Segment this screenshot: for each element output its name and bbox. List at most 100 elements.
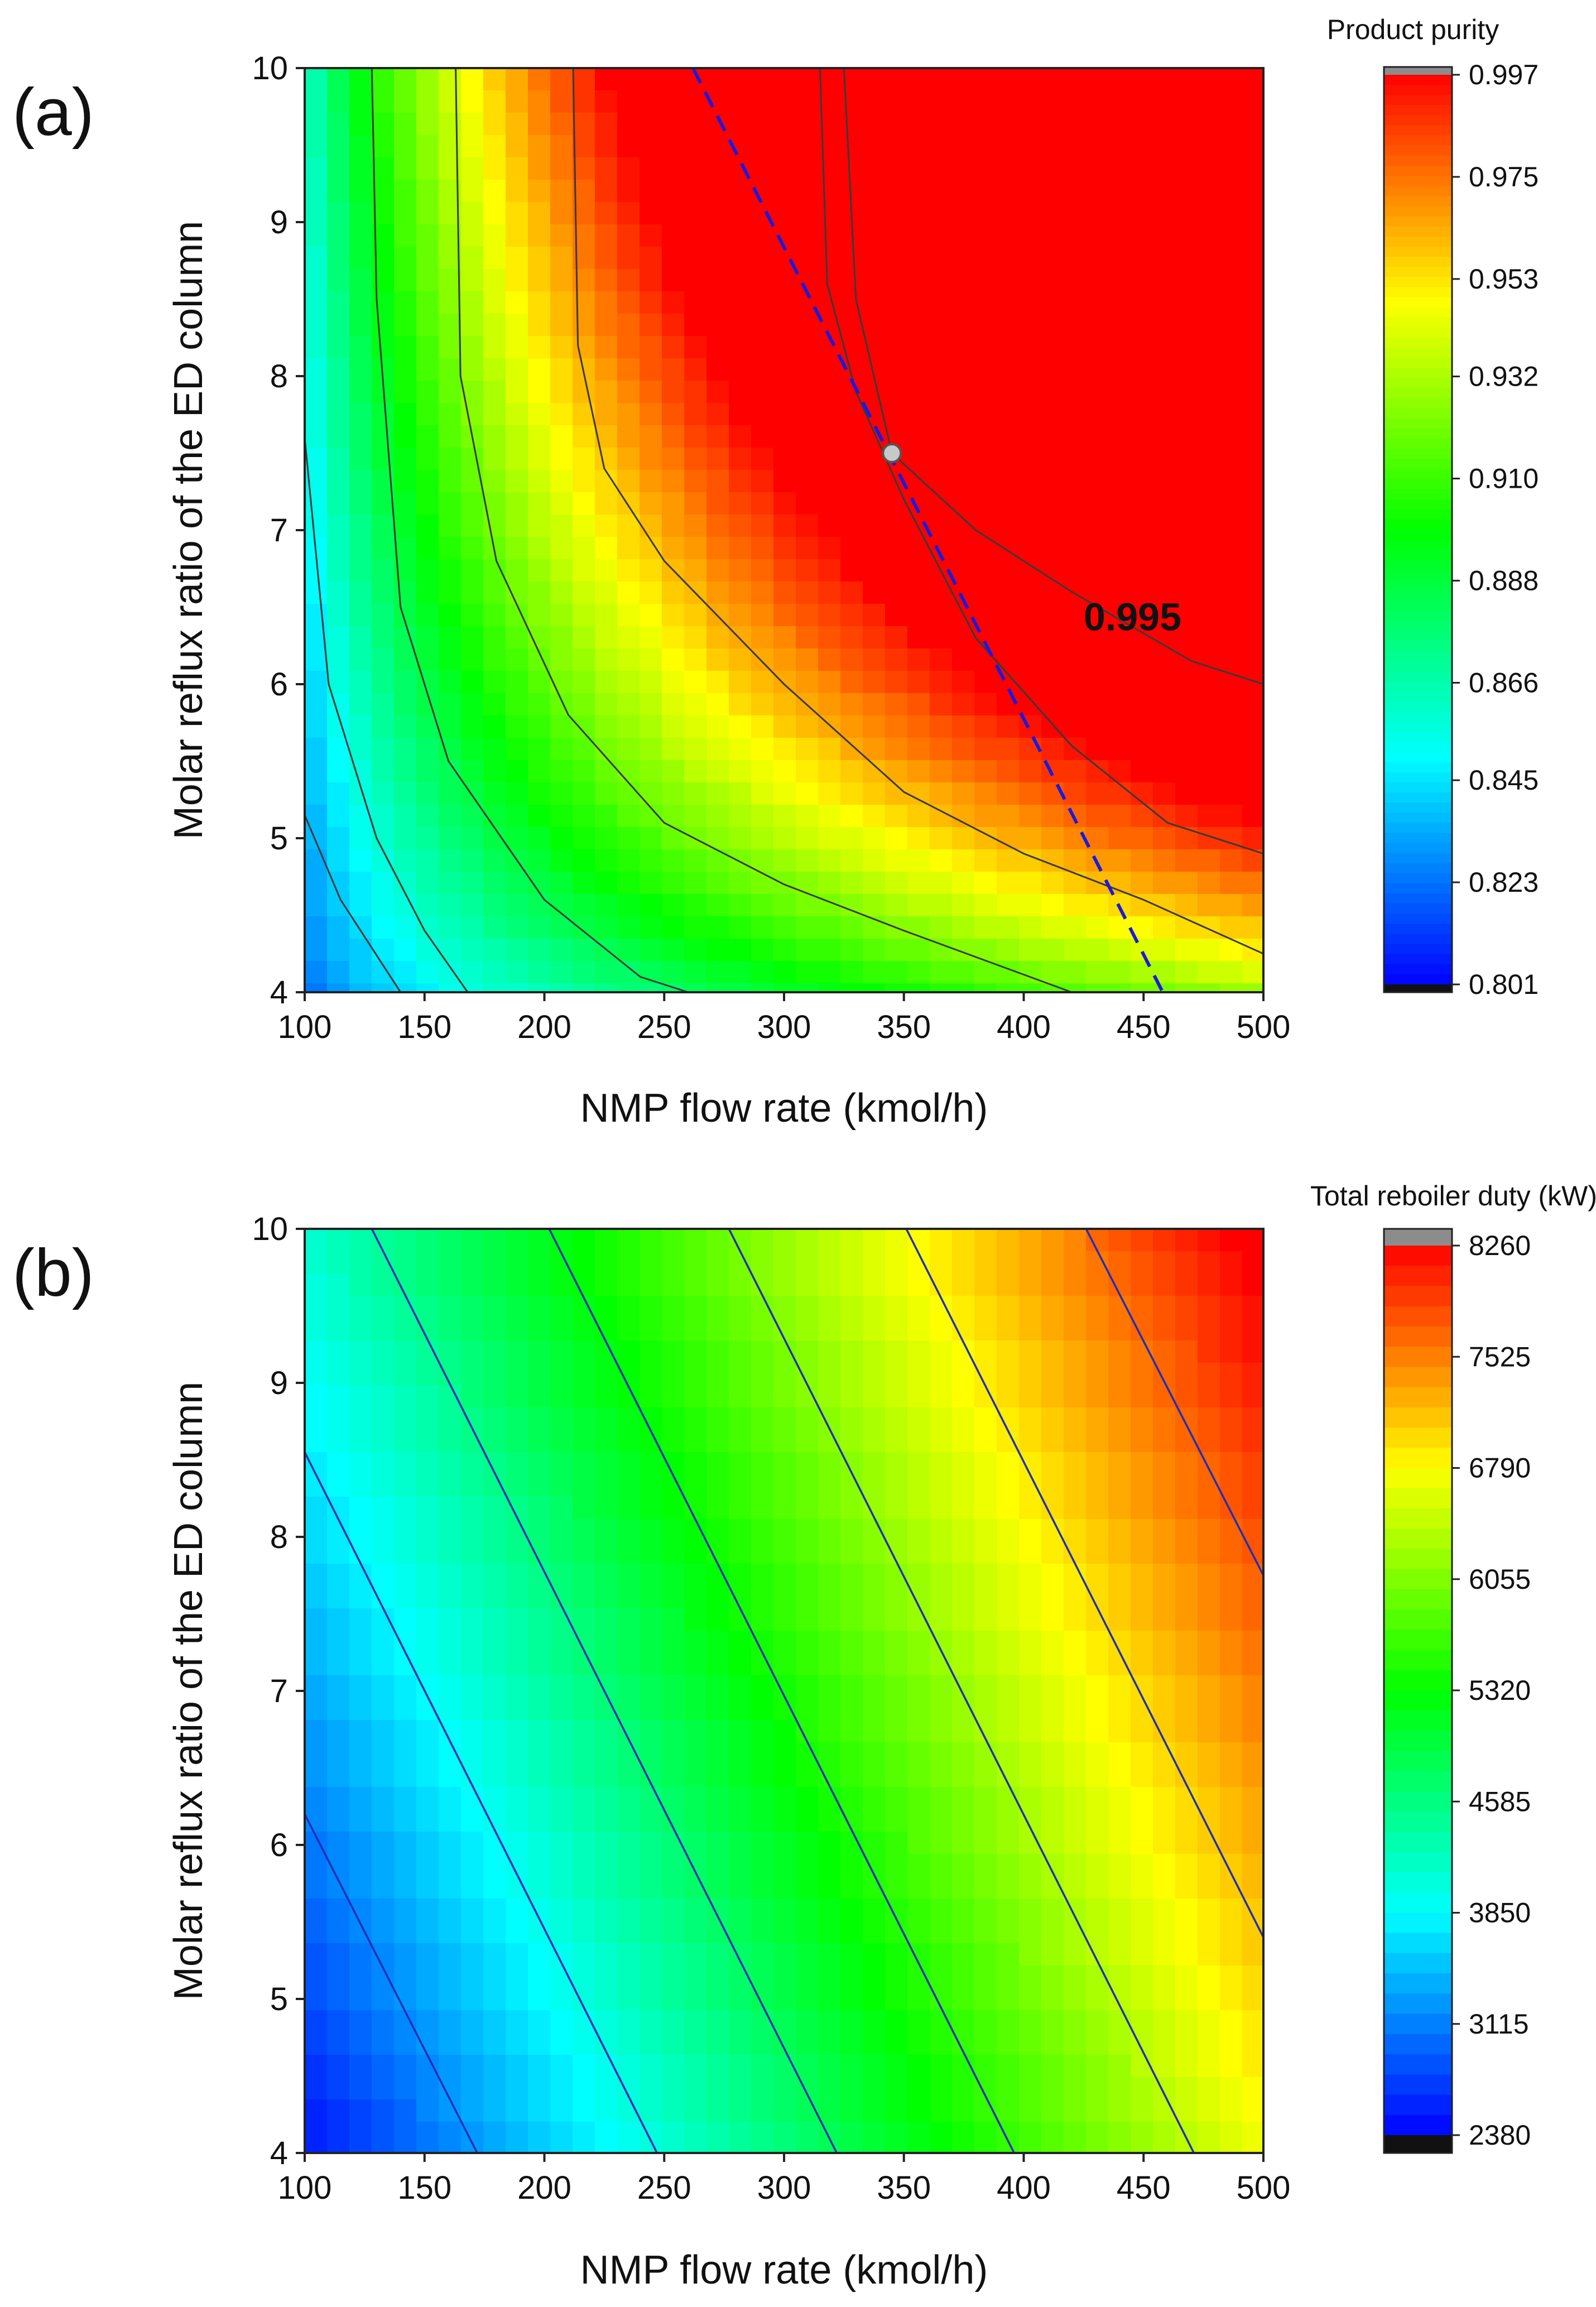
panel-b-contour-cell	[1041, 1229, 1064, 1252]
panel-b-contour-cell	[840, 1765, 863, 1787]
panel-b-contour-cell	[394, 1720, 417, 1743]
panel-a-contour-cell	[483, 470, 506, 493]
panel-b-contour-cell	[640, 1653, 662, 1676]
panel-b-contour-cell	[706, 1519, 729, 1542]
panel-b-contour-cell	[930, 1675, 953, 1698]
panel-b-contour-cell	[617, 1965, 640, 1988]
panel-a-contour-cell	[1131, 581, 1153, 604]
panel-b-contour-cell	[1242, 1943, 1263, 1966]
panel-a-contour-cell	[595, 314, 618, 337]
panel-a-contour-cell	[1220, 358, 1243, 381]
panel-b-contour-cell	[461, 1809, 484, 1832]
panel-b-contour-cell	[461, 1519, 484, 1542]
panel-b-contour-cell	[461, 2077, 484, 2100]
panel-b-contour-cell	[305, 1363, 328, 1386]
panel-b-contour-cell	[952, 1809, 975, 1832]
panel-a-contour-cell	[706, 849, 729, 872]
panel-b-contour-cell	[550, 1631, 573, 1654]
panel-a-contour-cell	[684, 157, 707, 180]
panel-a-contour-cell	[1131, 247, 1153, 270]
panel-a-contour-cell	[617, 693, 640, 716]
panel-a-contour-cell	[706, 872, 729, 895]
panel-b-contour-cell	[997, 1363, 1020, 1386]
panel-a-colorbar-frame	[1383, 66, 1453, 993]
panel-b-contour-cell	[439, 1273, 462, 1296]
panel-b-contour-cell	[1019, 1653, 1042, 1676]
panel-a-contour-cell	[550, 358, 573, 381]
panel-b-contour-cell	[751, 1519, 774, 1542]
panel-b-contour-cell	[372, 2032, 395, 2055]
panel-a-contour-cell	[1242, 559, 1263, 582]
panel-b-contour-cell	[818, 2099, 841, 2122]
panel-a-contour-cell	[907, 381, 930, 403]
panel-a-contour-cell	[1242, 358, 1263, 381]
panel-a-contour-cell	[751, 336, 774, 359]
panel-b-contour-cell	[684, 1497, 707, 1520]
panel-a-contour-cell	[1153, 537, 1176, 560]
panel-b-contour-cell	[372, 1430, 395, 1453]
panel-b-contour-cell	[818, 1251, 841, 1274]
panel-b-contour-cell	[528, 2099, 551, 2122]
panel-a-contour-cell	[617, 760, 640, 783]
panel-b-contour-cell	[595, 1720, 618, 1743]
panel-a-contour-cell	[1086, 336, 1109, 359]
panel-b-contour-cell	[305, 2077, 328, 2100]
panel-b-contour-cell	[372, 1899, 395, 1921]
panel-a-contour-cell	[617, 604, 640, 627]
panel-b-contour-cell	[349, 1586, 372, 1609]
panel-a-contour-cell	[461, 291, 484, 314]
panel-a-contour-cell	[1019, 314, 1042, 337]
panel-b-contour-cell	[997, 1519, 1020, 1542]
panel-b-contour-cell	[640, 1698, 662, 1720]
panel-b-contour-cell	[684, 1608, 707, 1631]
panel-a-contour-cell	[1131, 983, 1153, 992]
panel-b-contour-cell	[461, 2122, 484, 2145]
panel-b-contour-cell	[1019, 2099, 1042, 2122]
panel-b-contour-cell	[394, 1921, 417, 1944]
colorbar-band	[1384, 125, 1452, 136]
panel-a-contour-cell	[863, 291, 886, 314]
panel-b-contour-cell	[1064, 1452, 1087, 1475]
panel-b-contour-cell	[930, 1541, 953, 1564]
panel-b-contour-cell	[1198, 2077, 1220, 2100]
panel-b-contour-cell	[885, 1497, 908, 1520]
panel-b-contour-cell	[595, 1809, 618, 1832]
panel-a-contour-cell	[1198, 492, 1220, 515]
panel-a-contour-cell	[952, 68, 975, 91]
panel-a-contour-cell	[550, 113, 573, 136]
panel-b-contour-cell	[662, 1675, 685, 1698]
panel-b-contour-cell	[796, 1430, 819, 1453]
panel-b-contour-cell	[706, 1430, 729, 1453]
panel-a-contour-cell	[416, 738, 439, 761]
panel-a-contour-cell	[1108, 738, 1131, 761]
panel-b-contour-cell	[1041, 2144, 1064, 2153]
panel-a-contour-cell	[349, 68, 372, 91]
panel-a-contour-cell	[1198, 381, 1220, 403]
panel-b-contour-cell	[907, 2010, 930, 2033]
panel-a-contour-cell	[997, 581, 1020, 604]
panel-b-contour-cell	[1153, 1229, 1176, 1252]
panel-a-contour-cell	[550, 202, 573, 225]
panel-a-contour-cell	[1175, 314, 1198, 337]
panel-a-contour-cell	[863, 581, 886, 604]
panel-a-contour-cell	[617, 827, 640, 850]
panel-b-contour-cell	[818, 1988, 841, 2011]
panel-a-contour-cell	[974, 403, 997, 426]
panel-b-contour-cell	[528, 1229, 551, 1252]
colorbar-band	[1384, 439, 1452, 450]
panel-b-contour-cell	[662, 1474, 685, 1497]
colorbar-tick-label: 0.866	[1469, 667, 1539, 698]
panel-b-contour-cell	[1019, 1988, 1042, 2011]
panel-b-contour-cell	[573, 1943, 595, 1966]
panel-b-contour-cell	[684, 1519, 707, 1542]
panel-a-contour-cell	[439, 470, 462, 493]
panel-b-contour-cell	[997, 1474, 1020, 1497]
panel-a-contour-cell	[1108, 247, 1131, 270]
panel-a-contour-cell	[1242, 738, 1263, 761]
panel-a-contour-cell	[528, 470, 551, 493]
panel-b-contour-cell	[1086, 1854, 1109, 1877]
panel-b-contour-cell	[327, 1519, 350, 1542]
panel-a-contour-cell	[1086, 425, 1109, 448]
panel-b-contour-cell	[1198, 2144, 1220, 2153]
